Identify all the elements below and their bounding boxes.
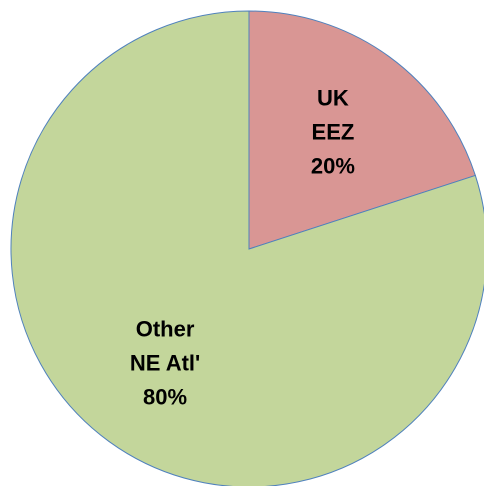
category-label: Other NE Atl'	[130, 316, 200, 375]
pie-slice	[248, 10, 476, 250]
category-line: EEZ	[312, 119, 355, 144]
category-line: UK	[317, 85, 349, 110]
category-line: Other	[136, 316, 195, 341]
category-line: NE Atl'	[130, 350, 200, 375]
value-label: 80%	[143, 384, 187, 409]
value-label: 20%	[311, 153, 355, 178]
pie-slice	[10, 10, 484, 486]
category-label: UK EEZ	[312, 85, 355, 144]
